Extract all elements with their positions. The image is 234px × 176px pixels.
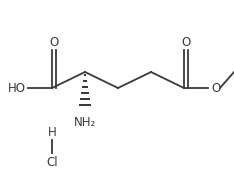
Text: HO: HO [8,81,26,95]
Text: O: O [181,36,191,49]
Text: O: O [211,81,221,95]
Text: Cl: Cl [46,156,58,168]
Text: NH₂: NH₂ [74,116,96,129]
Text: O: O [49,36,59,49]
Text: H: H [48,127,56,140]
